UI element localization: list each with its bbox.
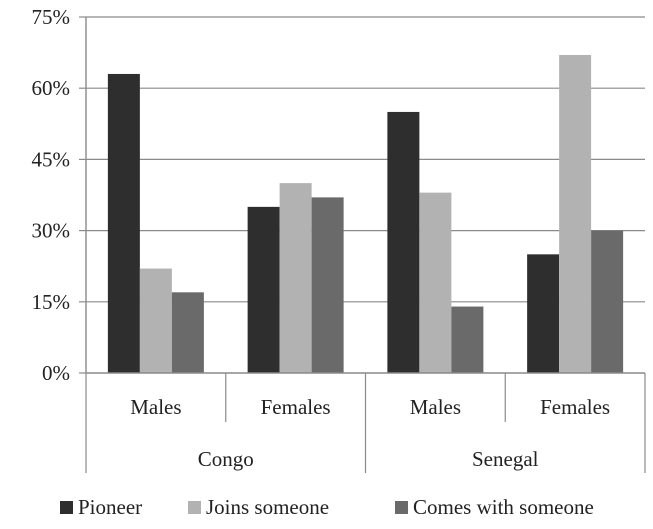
bar-comes-with-someone	[591, 230, 624, 373]
bars	[107, 54, 624, 374]
bar-pioneer	[107, 73, 140, 374]
legend-swatch	[395, 501, 408, 514]
category-label: Males	[130, 395, 181, 419]
bar-comes-with-someone	[311, 197, 344, 373]
bar-joins-someone	[419, 192, 452, 373]
legend-label: Comes with someone	[413, 495, 594, 519]
category-label: Females	[540, 395, 610, 419]
legend-swatch	[60, 501, 73, 514]
group-label: Congo	[198, 447, 254, 471]
y-tick-label: 0%	[42, 361, 70, 385]
bar-pioneer	[247, 206, 280, 373]
bar-joins-someone	[559, 54, 592, 374]
bar-pioneer	[527, 254, 560, 373]
y-tick-label: 45%	[32, 147, 71, 171]
bar-comes-with-someone	[451, 306, 484, 373]
category-label: Females	[261, 395, 331, 419]
category-label: Males	[410, 395, 461, 419]
y-tick-label: 15%	[32, 290, 71, 314]
bar-comes-with-someone	[171, 292, 204, 373]
legend: Pioneer Joins someone Comes with someone	[60, 495, 594, 519]
bar-pioneer	[387, 111, 420, 373]
y-tick-label: 75%	[32, 5, 71, 29]
group-label: Senegal	[472, 447, 539, 471]
y-tick-label: 60%	[32, 76, 71, 100]
category-labels: Males Females Congo Males Females Senegal	[130, 395, 610, 471]
axes	[79, 16, 646, 473]
legend-label: Joins someone	[206, 495, 329, 519]
legend-label: Pioneer	[78, 495, 142, 519]
bar-joins-someone	[139, 268, 172, 373]
y-tick-label: 30%	[32, 219, 71, 243]
legend-swatch	[188, 501, 201, 514]
y-tick-labels: 0% 15% 30% 45% 60% 75%	[32, 5, 71, 385]
bar-joins-someone	[279, 183, 312, 373]
